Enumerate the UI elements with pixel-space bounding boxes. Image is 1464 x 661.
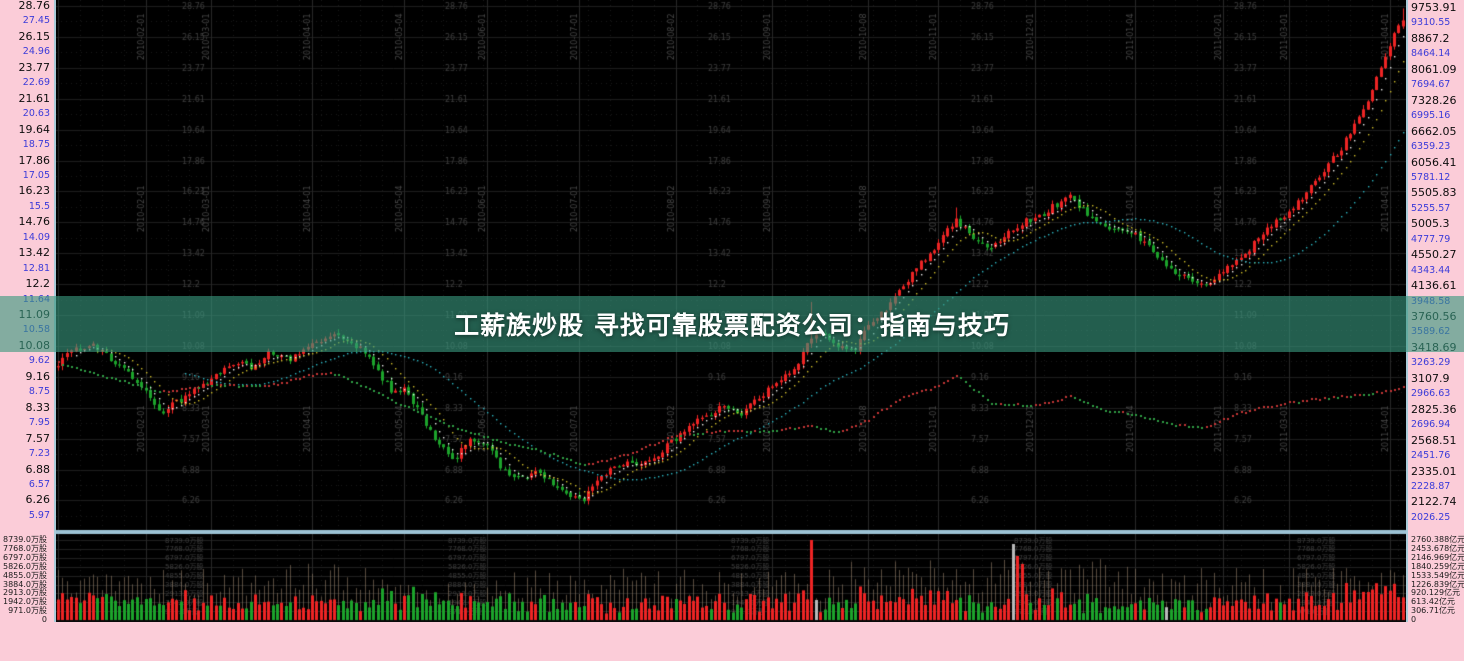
left-price-label: 6.26 xyxy=(25,493,51,507)
left-price-label: 5.97 xyxy=(28,509,50,521)
left-price-label: 8.33 xyxy=(25,400,51,414)
right-index-label: 5005.3 xyxy=(1411,217,1450,231)
right-index-label: 2966.63 xyxy=(1411,388,1451,400)
left-price-label: 26.15 xyxy=(18,29,51,43)
left-price-label: 7.23 xyxy=(28,448,50,460)
right-index-label: 4777.79 xyxy=(1411,233,1451,245)
left-price-label: 22.69 xyxy=(22,77,50,89)
right-index-label: 7694.67 xyxy=(1411,79,1451,91)
left-price-label: 6.57 xyxy=(28,478,50,490)
date-axis: 2010-01-0401-1101-1801-252010-02-0102-08… xyxy=(0,622,1464,661)
volume-right-label: 2146.969亿元 xyxy=(1411,552,1464,562)
left-price-label: 18.75 xyxy=(22,139,50,151)
volume-right-label: 1226.839亿元 xyxy=(1411,579,1464,589)
left-price-label: 17.86 xyxy=(18,153,51,167)
right-index-label: 2026.25 xyxy=(1411,511,1451,523)
left-price-label: 20.63 xyxy=(22,108,50,120)
left-price-label: 19.64 xyxy=(18,122,51,136)
left-price-label: 12.2 xyxy=(25,277,51,291)
page-title: 工薪族炒股 寻找可靠股票配资公司：指南与技巧 xyxy=(454,311,1010,340)
right-index-label: 2228.87 xyxy=(1411,480,1451,492)
right-index-label: 4136.61 xyxy=(1411,279,1457,293)
left-price-label: 17.05 xyxy=(22,169,50,181)
volume-right-label: 2453.678亿元 xyxy=(1411,543,1464,553)
title-banner: 工薪族炒股 寻找可靠股票配资公司：指南与技巧 xyxy=(0,296,1464,352)
right-index-label: 2696.94 xyxy=(1411,419,1451,431)
right-index-label: 6662.05 xyxy=(1411,124,1457,138)
right-index-label: 4550.27 xyxy=(1411,248,1457,262)
volume-right-label: 2760.388亿元 xyxy=(1411,535,1464,544)
left-price-label: 13.42 xyxy=(18,246,51,260)
left-price-label: 14.76 xyxy=(18,215,51,229)
left-price-label: 16.23 xyxy=(18,184,51,198)
volume-left-label: 0 xyxy=(41,615,47,625)
right-index-label: 8867.2 xyxy=(1411,31,1450,45)
left-price-label: 7.95 xyxy=(28,417,50,429)
right-index-label: 2335.01 xyxy=(1411,464,1457,478)
right-index-label: 2451.76 xyxy=(1411,450,1451,462)
volume-right-label: 306.71亿元 xyxy=(1411,606,1455,616)
left-price-label: 6.88 xyxy=(25,462,51,476)
volume-left-label: 2913.0万股 xyxy=(3,588,47,598)
right-index-label: 2568.51 xyxy=(1411,433,1457,447)
volume-left-label: 1942.0万股 xyxy=(3,597,47,607)
volume-right-label: 920.129亿元 xyxy=(1411,588,1461,598)
right-index-label: 6056.41 xyxy=(1411,155,1457,169)
right-index-label: 9753.91 xyxy=(1411,1,1457,14)
right-index-label: 5255.57 xyxy=(1411,202,1451,214)
right-index-label: 5781.12 xyxy=(1411,171,1451,183)
left-price-label: 9.62 xyxy=(28,355,50,367)
right-index-label: 2825.36 xyxy=(1411,402,1457,416)
volume-left-label: 6797.0万股 xyxy=(3,552,47,562)
volume-right-label: 1533.549亿元 xyxy=(1411,570,1464,580)
left-price-label: 15.5 xyxy=(28,200,50,212)
right-index-label: 8061.09 xyxy=(1411,62,1457,76)
left-price-label: 21.61 xyxy=(18,91,51,105)
left-price-label: 27.45 xyxy=(22,15,50,27)
left-price-label: 28.76 xyxy=(18,0,51,12)
right-index-label: 4343.44 xyxy=(1411,264,1451,276)
right-index-label: 6359.23 xyxy=(1411,141,1451,153)
left-price-label: 9.16 xyxy=(25,369,51,383)
right-index-label: 6995.16 xyxy=(1411,110,1451,122)
volume-left-label: 5826.0万股 xyxy=(3,561,47,571)
right-index-label: 2122.74 xyxy=(1411,495,1457,509)
right-index-label: 8464.14 xyxy=(1411,48,1451,60)
right-index-label: 9310.55 xyxy=(1411,17,1451,29)
right-index-label: 3107.9 xyxy=(1411,371,1450,385)
volume-left-label: 4855.0万股 xyxy=(3,570,47,580)
volume-left-label: 8739.0万股 xyxy=(3,535,47,544)
right-index-label: 3263.29 xyxy=(1411,357,1451,369)
volume-left-label: 971.0万股 xyxy=(8,606,47,616)
left-price-label: 24.96 xyxy=(22,46,50,58)
right-index-label: 5505.83 xyxy=(1411,186,1457,200)
volume-right-label: 0 xyxy=(1411,615,1417,625)
left-price-label: 8.75 xyxy=(28,386,50,398)
left-price-label: 14.09 xyxy=(22,231,50,243)
volume-left-label: 3884.0万股 xyxy=(3,579,47,589)
left-price-label: 23.77 xyxy=(18,60,51,74)
volume-right-label: 1840.259亿元 xyxy=(1411,561,1464,571)
volume-right-label: 613.42亿元 xyxy=(1411,597,1455,607)
volume-left-label: 7768.0万股 xyxy=(3,543,47,553)
right-index-label: 7328.26 xyxy=(1411,93,1457,107)
left-price-label: 12.81 xyxy=(22,262,50,274)
left-price-label: 7.57 xyxy=(25,431,51,445)
